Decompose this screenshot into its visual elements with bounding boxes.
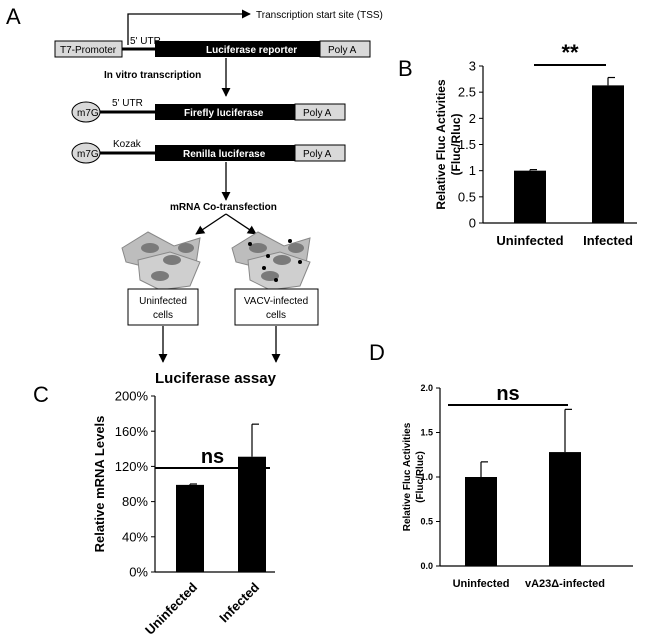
renilla-label: Renilla luciferase [183,149,266,160]
chart-c: 0% 40% 80% 120% 160% 200% Uninfected Infected Re… [92,389,275,638]
uninfected-cells-illustration [121,231,201,291]
t7-label: T7-Promoter [60,45,117,56]
vacv-label-2: cells [266,310,286,321]
polya2-label: Poly A [303,108,332,119]
chart-d: 0.0 0.5 1.0 1.5 2.0 Uninfected vA23Δ-infected R… [402,383,633,590]
polya2-box [294,103,346,121]
chart-c-bar [176,484,204,572]
ivt-label: In vitro transcription [104,70,201,81]
firefly-box [155,104,295,120]
firefly-label: Firefly luciferase [184,108,264,119]
chart-d-category-label: Uninfected [453,578,510,590]
kozak-label: Kozak [113,139,142,150]
chart-d-ytick-label: 0.0 [420,561,433,571]
diagram-a: Transcription start site (TSS) T7-Promot… [54,9,383,387]
cotrans-label: mRNA Co-transfection [170,202,277,213]
chart-b-bar [514,170,546,223]
panel-label-d: D [369,340,385,365]
chart-b-ylabel: Relative Fluc Activities [434,79,448,210]
chart-c-ylabel: Relative mRNA Levels [92,416,107,553]
chart-b-significance-label: ** [561,40,579,65]
chart-c-ytick-label: 80% [122,494,148,509]
polya1-box [319,40,371,58]
chart-d-ylabel: Relative Fluc Activities [402,422,413,531]
uninf-label-1: Uninfected [139,296,187,307]
panel-label-b: B [398,56,413,81]
chart-d-bar [549,452,581,566]
chart-b-ytick-label: 0.5 [458,189,476,204]
polya1-label: Poly A [328,45,357,56]
chart-b-category-label: Uninfected [496,233,563,248]
cap1-label: m7G [77,108,99,119]
infected-cells-illustration [231,231,311,291]
polya3-box [294,144,346,162]
chart-c-ytick-label: 200% [115,389,149,404]
chart-c-ytick-label: 0% [129,565,148,580]
cap2-label: m7G [77,149,99,160]
chart-d-ytick-label: 0.5 [420,517,433,527]
chart-d-ytick-label: 2.0 [420,383,433,393]
panel-label-c: C [33,382,49,407]
uninfected-cells-box [127,288,199,326]
chart-c-category-label: Infected [216,579,262,625]
chart-c-ytick-label: 120% [115,459,149,474]
tss-label: Transcription start site (TSS) [256,10,383,21]
chart-c-ytick-label: 160% [115,424,149,439]
chart-d-ytick-label: 1.0 [420,472,433,482]
chart-b-ytick-label: 1 [469,163,476,178]
chart-c-significance-label: ns [201,446,224,468]
chart-c-bar [238,456,266,572]
chart-d-bar [465,477,497,566]
chart-b-ytick-label: 0 [469,216,476,231]
vacv-cells-box [234,288,319,326]
split-arrow-right [225,213,257,235]
renilla-box [155,145,295,161]
utr2-label: 5' UTR [112,98,143,109]
chart-d-ytick-label: 1.5 [420,428,433,438]
utr1-label: 5' UTR [130,36,161,47]
tss-arrow [127,9,251,45]
polya3-label: Poly A [303,149,332,160]
chart-b-bar [592,85,624,223]
reporter-label: Luciferase reporter [206,45,297,56]
panel-label-a: A [6,4,21,29]
chart-b-ytick-label: 2 [469,111,476,126]
chart-d-significance-label: ns [496,383,519,405]
chart-b-ytick-label: 3 [469,59,476,74]
chart-d-category-label: vA23Δ-infected [525,578,605,590]
vacv-label-1: VACV-infected [244,296,308,307]
chart-b-ytick-label: 2.5 [458,85,476,100]
uninf-label-2: cells [153,310,173,321]
chart-b-ytick-label: 1.5 [458,137,476,152]
chart-b-ylabel: (Fluc/Rluc) [449,113,463,175]
chart-c-category-label: Uninfected [142,579,200,637]
luciferase-reporter-box [155,41,320,57]
chart-b: 0 0.5 1 1.5 2 2.5 3 Uninfected Infected Relative … [434,40,637,248]
assay-label: Luciferase assay [155,370,277,387]
chart-b-category-label: Infected [583,233,633,248]
chart-c-ytick-label: 40% [122,529,148,544]
split-arrow-left [195,213,227,235]
chart-d-ylabel: (Fluc/Rluc) [415,451,426,503]
